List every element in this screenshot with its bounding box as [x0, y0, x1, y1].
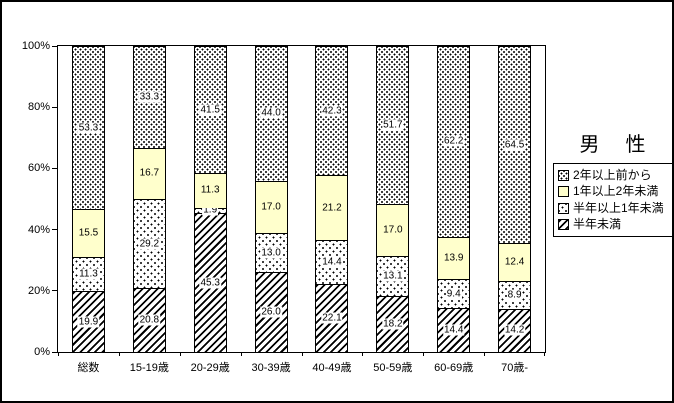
data-label: 41.5: [199, 104, 221, 115]
x-axis-label: 40-49歳: [312, 362, 352, 374]
y-axis-tick: [52, 351, 57, 353]
legend-item: 半年未満: [558, 216, 672, 231]
x-axis-tick: [118, 352, 120, 356]
x-axis-tick: [484, 352, 486, 356]
x-axis-label: 30-39歳: [251, 362, 291, 374]
legend-swatch-dots-dense: [558, 170, 569, 182]
bar-segment-solid-yellow: [132, 147, 166, 199]
legend-item: 1年以上2年未満: [558, 184, 672, 199]
data-label: 29.2: [138, 238, 161, 250]
data-label: 11.3: [200, 184, 220, 196]
data-label: 14.2: [503, 324, 526, 336]
legend-swatch-dots-sparse: [558, 202, 569, 214]
data-label: 17.0: [261, 201, 281, 213]
y-axis-label: 80%: [27, 101, 50, 114]
x-axis-tick: [179, 352, 181, 356]
data-label: 42.3: [321, 105, 343, 117]
data-label: 53.3: [77, 122, 100, 134]
legend-label: 1年以上2年未満: [573, 184, 659, 199]
y-axis-label: 100%: [21, 40, 50, 52]
data-label: 14.4: [321, 256, 343, 268]
x-axis-label: 総数: [77, 362, 100, 374]
y-axis-label: 0%: [34, 346, 50, 358]
x-axis-tick: [362, 352, 364, 356]
data-label: 9.4: [445, 288, 462, 300]
x-axis-tick: [58, 352, 59, 356]
legend-label: 半年以上1年未満: [573, 200, 664, 215]
bar-segment-solid-yellow: [254, 180, 288, 233]
data-label: 45.3: [199, 277, 221, 289]
y-axis-label: 40%: [27, 223, 50, 236]
data-label: 13.0: [260, 247, 282, 259]
data-label: 22.1: [321, 312, 343, 324]
legend-label: 2年以上前から: [573, 168, 652, 183]
x-axis-tick: [301, 352, 303, 356]
data-label: 12.4: [504, 256, 525, 268]
plot-area: 0% 20% 40% 60% 80% 100% 19.9 11.3 15.5 53.3 総数 20.8…: [22, 40, 546, 374]
x-axis-label: 60-69歳: [434, 362, 474, 374]
y-axis-tick: [52, 45, 57, 47]
data-label: 44.0: [260, 107, 282, 119]
chart-title: 男 性: [579, 134, 649, 156]
legend-swatch-solid-yellow: [558, 186, 569, 198]
bar-segment-solid-yellow: [193, 173, 227, 208]
y-axis-label: 60%: [27, 162, 50, 175]
x-axis-tick: [423, 352, 425, 356]
data-label: 1.9: [202, 204, 219, 216]
data-label: 15.5: [78, 227, 99, 239]
data-label: 16.7: [139, 167, 160, 179]
bar-segment-solid-yellow: [437, 236, 471, 280]
bar-segment-solid-yellow: [498, 243, 532, 282]
data-label: 21.2: [322, 202, 342, 214]
data-label: 13.1: [382, 270, 404, 282]
data-label: 64.5: [503, 139, 526, 151]
data-label: 26.0: [260, 306, 282, 318]
legend-box: 2年以上前から 1年以上2年未満 半年以上1年未満 半年未満: [553, 163, 672, 237]
legend-item: 半年以上1年未満: [558, 200, 672, 215]
data-label: 18.2: [382, 318, 404, 330]
x-axis-label: 20-29歳: [190, 362, 230, 374]
bar-segment-solid-yellow: [315, 175, 349, 241]
bar-segment-dots-sparse: [498, 281, 532, 309]
y-axis-tick: [52, 106, 57, 108]
data-label: 51.7: [382, 119, 404, 131]
x-axis-label: 15-19歳: [129, 362, 169, 374]
legend-swatch-hatch: [558, 218, 569, 230]
data-label: 33.3: [138, 91, 161, 103]
bar-segment-solid-yellow: [376, 204, 410, 257]
data-label: 13.9: [443, 252, 464, 264]
data-label: 20.8: [138, 314, 161, 326]
y-axis-label: 20%: [27, 284, 50, 297]
data-label: 11.3: [78, 268, 99, 280]
x-axis-tick: [240, 352, 242, 356]
legend-label: 半年未満: [573, 216, 622, 231]
y-axis-tick: [52, 229, 57, 231]
data-label: 19.9: [77, 316, 100, 328]
x-axis-tick: [544, 352, 545, 356]
data-label: 17.0: [383, 224, 403, 236]
legend-item: 2年以上前から: [558, 168, 672, 183]
data-label: 62.2: [442, 135, 465, 147]
y-axis-tick: [52, 167, 57, 169]
bar-segment-solid-yellow: [71, 209, 105, 257]
x-axis-label: 50-59歳: [373, 362, 413, 374]
data-label: 14.4: [442, 324, 465, 336]
data-label: 8.9: [506, 289, 523, 301]
x-axis-label: 70歳-: [501, 362, 529, 374]
y-axis-tick: [52, 290, 57, 292]
